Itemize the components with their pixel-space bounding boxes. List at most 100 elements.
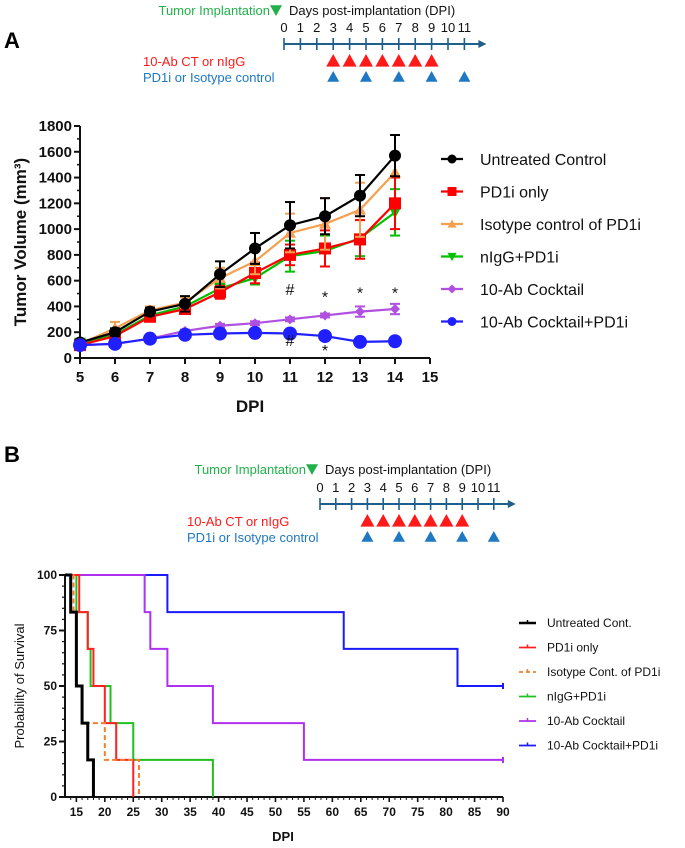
legend-label: Isotype control of PD1i xyxy=(480,217,641,234)
significance-annotation: * xyxy=(322,343,328,360)
legend-item: nIgG+PD1i xyxy=(519,690,606,704)
timeline-day-label: 8 xyxy=(412,20,419,35)
legend-item: Isotype control of PD1i xyxy=(441,217,641,234)
dose-triangle-red-icon xyxy=(424,54,439,67)
x-tick-label: 70 xyxy=(383,805,397,819)
legend-label: Untreated Cont. xyxy=(547,616,632,630)
timeline-title: Days post-implantation (DPI) xyxy=(289,3,455,18)
timeline-day-label: 6 xyxy=(411,480,418,495)
timeline-day-label: 5 xyxy=(395,480,402,495)
marker-circle xyxy=(318,329,332,344)
series-isotype-control-of-pd1i xyxy=(74,166,401,349)
y-tick-label: 1000 xyxy=(39,221,72,238)
implant-label: Tumor Implantation xyxy=(158,3,270,18)
series-line xyxy=(79,202,396,347)
marker-circle xyxy=(213,326,227,341)
y-tick-label: 400 xyxy=(47,298,72,315)
chart-a-legend: Untreated Control PD1i only Isotype contro… xyxy=(441,152,641,332)
timeline-day-label: 2 xyxy=(313,20,320,35)
timeline-day-label: 5 xyxy=(362,20,369,35)
legend-label: 10-Ab Cocktail xyxy=(547,714,625,728)
chart-b-legend: Untreated Cont. PD1i only Isotype Cont. of… xyxy=(519,616,660,753)
x-tick-label: 8 xyxy=(181,369,189,386)
dose-triangle-blue-icon xyxy=(392,71,405,82)
x-tick-label: 65 xyxy=(354,805,368,819)
series-line xyxy=(79,171,396,345)
marker-diamond xyxy=(250,318,260,329)
marker-circle xyxy=(144,305,156,318)
implant-triangle-icon xyxy=(306,464,318,475)
y-tick-label: 1800 xyxy=(39,118,72,135)
x-tick-label: 10 xyxy=(247,369,264,386)
marker-triangle-up xyxy=(447,219,457,228)
timeline-day-label: 3 xyxy=(364,480,371,495)
marker-diamond xyxy=(285,314,295,325)
y-tick-label: 1600 xyxy=(39,144,72,161)
marker-diamond xyxy=(320,310,330,321)
marker-circle xyxy=(284,219,296,232)
chart-a-annotations: # * * * # * xyxy=(286,282,399,360)
x-tick-label: 60 xyxy=(326,805,340,819)
marker-circle xyxy=(143,331,157,346)
dose-triangle-blue-icon xyxy=(458,71,471,82)
legend-label: 10-Ab Cocktail xyxy=(480,282,584,299)
timeline-day-label: 9 xyxy=(459,480,466,495)
marker-circle xyxy=(109,326,121,339)
dose-triangle-red-icon xyxy=(359,54,373,67)
y-tick-label: 25 xyxy=(44,735,58,749)
y-tick-label: 1200 xyxy=(39,195,72,212)
timeline-day-label: 0 xyxy=(280,20,287,35)
legend-item: Isotype Cont. of PD1i xyxy=(519,665,660,679)
x-tick-label: 55 xyxy=(297,805,311,819)
x-tick-label: 90 xyxy=(496,805,510,819)
marker-circle xyxy=(389,149,401,162)
dose-triangle-blue-icon xyxy=(487,531,500,542)
marker-circle xyxy=(353,334,367,349)
dose-triangle-blue-icon xyxy=(360,71,372,82)
dose-triangle-red-icon xyxy=(407,514,422,527)
dose-triangle-red-icon xyxy=(375,54,390,67)
marker-triangle-down xyxy=(447,252,457,261)
dose-triangle-blue-icon xyxy=(327,71,340,82)
marker-circle xyxy=(108,336,122,351)
timeline-day-label: 7 xyxy=(395,20,402,35)
chart-b-axes: 0 25 50 75 100 15 20 25 30 35 40 45 50 55 60 65 70 75 80 85… xyxy=(37,568,510,819)
x-tick-label: 14 xyxy=(387,369,404,386)
legend-label: nIgG+PD1i xyxy=(547,690,606,704)
legend-label: PD1i only xyxy=(480,185,548,202)
marker-square xyxy=(447,187,457,196)
x-tick-label: 15 xyxy=(70,805,84,819)
timeline-day-label: 0 xyxy=(316,480,323,495)
y-tick-label: 0 xyxy=(64,350,72,367)
x-tick-label: 20 xyxy=(98,805,112,819)
tumor-volume-chart: 0 200 400 600 800 1000 1200 1400 1600 1800 5 6 7 8 9 10… xyxy=(11,118,641,416)
x-tick-label: 13 xyxy=(352,369,369,386)
x-tick-label: 6 xyxy=(111,369,119,386)
y-tick-label: 75 xyxy=(44,624,58,638)
dose-triangle-blue-icon xyxy=(361,531,374,542)
marker-circle xyxy=(249,242,261,255)
marker-diamond xyxy=(447,284,457,294)
y-tick-label: 600 xyxy=(47,273,72,290)
dose-triangle-red-icon xyxy=(392,514,406,527)
marker-circle xyxy=(447,317,457,326)
row1-label: 10-Ab CT or nIgG xyxy=(187,514,289,529)
timeline-day-label: 6 xyxy=(379,20,386,35)
dose-triangle-blue-icon xyxy=(425,71,438,82)
series-line xyxy=(79,154,396,344)
dose-triangle-red-icon xyxy=(326,54,341,67)
legend-item: nIgG+PD1i xyxy=(441,250,559,267)
dose-triangle-red-icon xyxy=(376,514,391,527)
legend-item: 10-Ab Cocktail+PD1i xyxy=(441,315,628,332)
x-tick-label: 50 xyxy=(269,805,283,819)
x-tick-label: 25 xyxy=(127,805,141,819)
timeline-day-label: 4 xyxy=(346,20,353,35)
timeline-day-label: 11 xyxy=(487,480,501,495)
y-tick-label: 1400 xyxy=(39,170,72,187)
survival-curve-10-ab-cocktail-pd1i xyxy=(65,574,503,687)
series-10-ab-cocktail-pd1i xyxy=(73,325,402,353)
survival-curve-10-ab-cocktail xyxy=(65,574,503,761)
panel-letter-b: B xyxy=(4,442,20,467)
legend-label: PD1i only xyxy=(547,641,598,655)
